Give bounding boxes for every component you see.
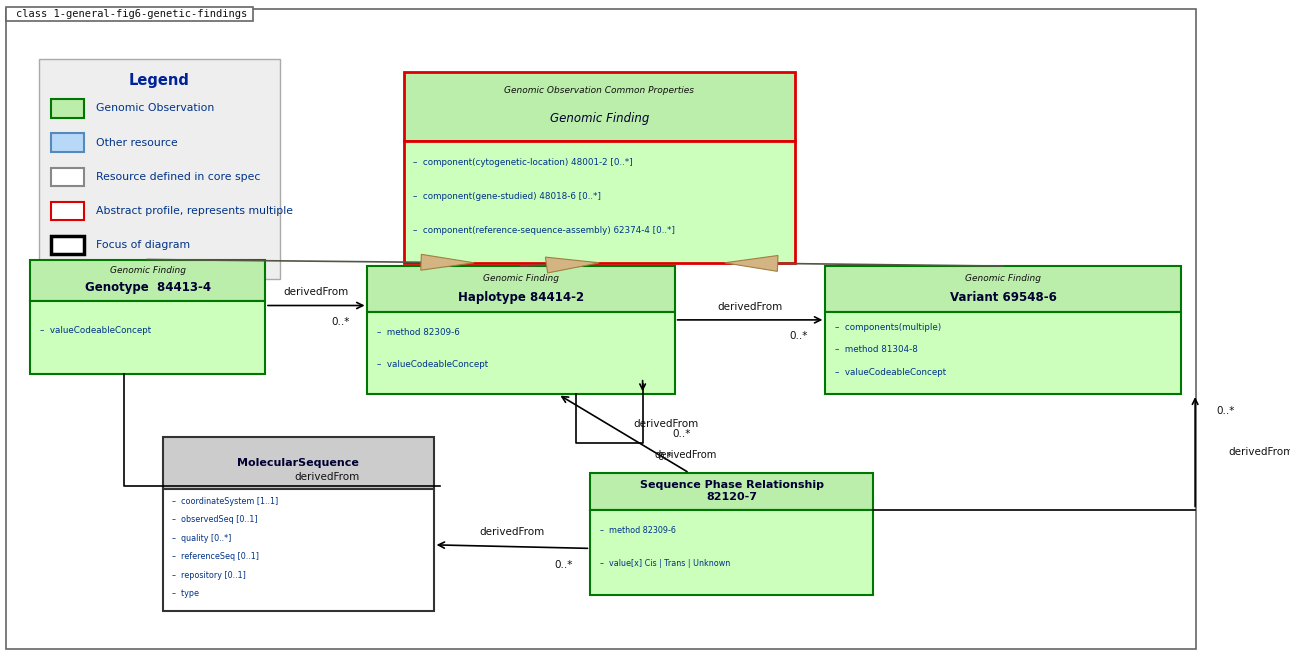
Text: –  valueCodeableConcept: – valueCodeableConcept xyxy=(835,368,946,377)
Text: derivedFrom: derivedFrom xyxy=(633,419,698,429)
Text: 0..*: 0..* xyxy=(332,317,350,327)
Text: Genomic Finding: Genomic Finding xyxy=(965,273,1041,283)
Text: –  quality [0..*]: – quality [0..*] xyxy=(173,533,232,543)
FancyBboxPatch shape xyxy=(163,437,433,489)
Text: –  repository [0..1]: – repository [0..1] xyxy=(173,570,246,579)
Text: class 1-general-fig6-genetic-findings: class 1-general-fig6-genetic-findings xyxy=(15,9,246,19)
FancyBboxPatch shape xyxy=(404,72,795,141)
Text: –  observedSeq [0..1]: – observedSeq [0..1] xyxy=(173,515,258,524)
Text: Resource defined in core spec: Resource defined in core spec xyxy=(97,171,261,182)
Text: derivedFrom: derivedFrom xyxy=(717,302,783,312)
Text: Genotype  84413-4: Genotype 84413-4 xyxy=(85,281,210,294)
Text: derivedFrom: derivedFrom xyxy=(284,287,348,298)
FancyBboxPatch shape xyxy=(50,202,84,220)
Text: derivedFrom: derivedFrom xyxy=(654,450,717,461)
FancyBboxPatch shape xyxy=(50,168,84,186)
Text: –  type: – type xyxy=(173,589,199,598)
Text: –  value[x] Cis | Trans | Unknown: – value[x] Cis | Trans | Unknown xyxy=(600,559,730,568)
Text: Genomic Finding: Genomic Finding xyxy=(482,273,559,283)
FancyBboxPatch shape xyxy=(591,473,873,510)
Text: Genomic Finding: Genomic Finding xyxy=(550,112,649,125)
FancyBboxPatch shape xyxy=(50,133,84,152)
Text: –  component(reference-sequence-assembly) 62374-4 [0..*]: – component(reference-sequence-assembly)… xyxy=(413,226,675,235)
Text: –  method 81304-8: – method 81304-8 xyxy=(835,346,917,354)
Text: 0..*: 0..* xyxy=(1216,405,1236,416)
Text: derivedFrom: derivedFrom xyxy=(480,527,544,537)
Text: Genomic Observation: Genomic Observation xyxy=(97,103,214,114)
Text: –  coordinateSystem [1..1]: – coordinateSystem [1..1] xyxy=(173,497,279,506)
Text: Haplotype 84414-2: Haplotype 84414-2 xyxy=(458,291,584,304)
Polygon shape xyxy=(546,257,600,273)
FancyBboxPatch shape xyxy=(50,236,84,254)
Text: 0..*: 0..* xyxy=(789,331,808,342)
Text: derivedFrom: derivedFrom xyxy=(294,472,360,482)
FancyBboxPatch shape xyxy=(591,510,873,595)
FancyBboxPatch shape xyxy=(39,59,280,279)
Text: Abstract profile, represents multiple: Abstract profile, represents multiple xyxy=(97,206,293,216)
FancyBboxPatch shape xyxy=(50,99,84,118)
Text: Genomic Observation Common Properties: Genomic Observation Common Properties xyxy=(504,85,694,95)
Text: –  component(gene-studied) 48018-6 [0..*]: – component(gene-studied) 48018-6 [0..*] xyxy=(413,193,601,201)
Text: –  method 82309-6: – method 82309-6 xyxy=(377,328,459,337)
FancyBboxPatch shape xyxy=(368,266,675,312)
Text: Other resource: Other resource xyxy=(97,137,178,148)
Text: 0..*: 0..* xyxy=(555,560,573,570)
Text: Legend: Legend xyxy=(129,73,190,87)
Text: –  method 82309-6: – method 82309-6 xyxy=(600,526,676,535)
Text: 0.*: 0.* xyxy=(658,451,673,462)
Text: Focus of diagram: Focus of diagram xyxy=(97,240,191,250)
FancyBboxPatch shape xyxy=(30,260,264,301)
Text: –  referenceSeq [0..1]: – referenceSeq [0..1] xyxy=(173,552,259,561)
FancyBboxPatch shape xyxy=(368,312,675,394)
Polygon shape xyxy=(421,254,473,270)
FancyBboxPatch shape xyxy=(30,301,264,374)
Text: Genomic Finding: Genomic Finding xyxy=(110,266,186,275)
FancyBboxPatch shape xyxy=(6,9,1196,649)
Text: Variant 69548-6: Variant 69548-6 xyxy=(949,291,1057,304)
FancyBboxPatch shape xyxy=(163,489,433,611)
FancyBboxPatch shape xyxy=(826,266,1180,312)
Text: –  valueCodeableConcept: – valueCodeableConcept xyxy=(40,327,151,335)
Text: derivedFrom: derivedFrom xyxy=(1229,447,1290,457)
Text: –  valueCodeableConcept: – valueCodeableConcept xyxy=(377,360,488,369)
Text: –  components(multiple): – components(multiple) xyxy=(835,323,942,332)
Polygon shape xyxy=(725,256,778,271)
Text: Sequence Phase Relationship
82120-7: Sequence Phase Relationship 82120-7 xyxy=(640,480,824,502)
Text: –  component(cytogenetic-location) 48001-2 [0..*]: – component(cytogenetic-location) 48001-… xyxy=(413,158,633,168)
FancyBboxPatch shape xyxy=(6,7,253,21)
FancyBboxPatch shape xyxy=(404,141,795,263)
Text: MolecularSequence: MolecularSequence xyxy=(237,458,359,468)
Text: 0..*: 0..* xyxy=(673,428,691,439)
FancyBboxPatch shape xyxy=(826,312,1180,394)
